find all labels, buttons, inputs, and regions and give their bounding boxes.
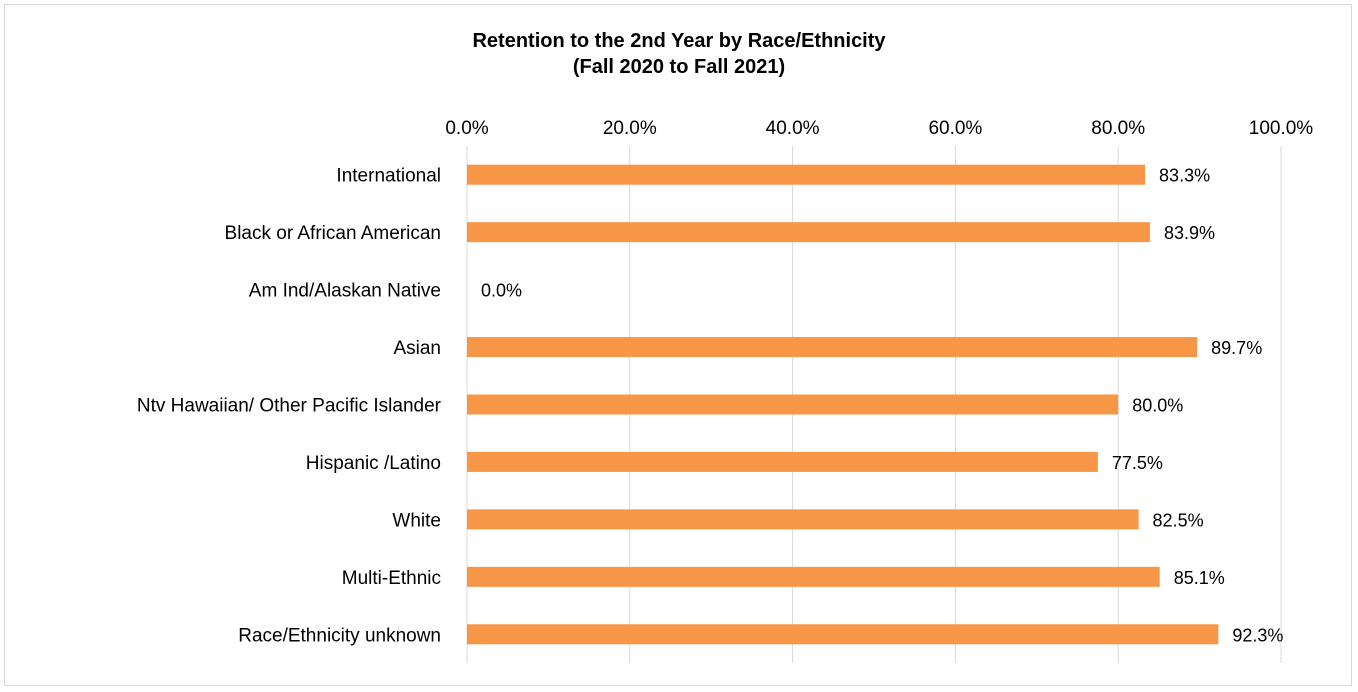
category-label: Ntv Hawaiian/ Other Pacific Islander bbox=[137, 396, 442, 417]
x-tick-label: 60.0% bbox=[928, 118, 982, 139]
category-label: Hispanic /Latino bbox=[306, 453, 441, 474]
data-label: 83.3% bbox=[1159, 166, 1210, 186]
data-labels: 83.3% 83.9% 0.0% 89.7% 80.0% 77.5% 82.5% 85.1% 9… bbox=[481, 166, 1283, 646]
category-label: Race/Ethnicity unknown bbox=[238, 625, 441, 646]
category-labels: International Black or African American Am… bbox=[137, 166, 442, 647]
bar bbox=[467, 566, 1160, 587]
data-label: 80.0% bbox=[1132, 396, 1183, 416]
bar bbox=[467, 509, 1139, 530]
x-axis-ticks: 0.0% 20.0% 40.0% 60.0% 80.0% 100.0% bbox=[445, 118, 1313, 139]
bar bbox=[467, 624, 1219, 645]
bar bbox=[467, 164, 1146, 185]
x-tick-label: 20.0% bbox=[603, 118, 657, 139]
x-tick-label: 80.0% bbox=[1091, 118, 1145, 139]
data-label: 85.1% bbox=[1174, 568, 1225, 588]
category-label: White bbox=[392, 510, 441, 531]
x-tick-label: 100.0% bbox=[1249, 118, 1314, 139]
category-label: Asian bbox=[393, 338, 441, 359]
data-label: 89.7% bbox=[1211, 338, 1262, 358]
x-tick-label: 40.0% bbox=[766, 118, 820, 139]
bar bbox=[467, 337, 1198, 358]
data-label: 0.0% bbox=[481, 281, 522, 301]
chart-subtitle: (Fall 2020 to Fall 2021) bbox=[572, 56, 786, 78]
bar bbox=[467, 394, 1119, 415]
data-label: 82.5% bbox=[1153, 510, 1204, 530]
data-label: 83.9% bbox=[1164, 223, 1215, 243]
bars bbox=[467, 164, 1219, 645]
bar bbox=[467, 451, 1098, 472]
category-label: Black or African American bbox=[225, 223, 441, 244]
bar bbox=[467, 222, 1150, 243]
data-label: 92.3% bbox=[1232, 625, 1283, 645]
x-tick-label: 0.0% bbox=[445, 118, 488, 139]
data-label: 77.5% bbox=[1112, 453, 1163, 473]
category-label: Multi-Ethnic bbox=[342, 568, 441, 589]
chart-title: Retention to the 2nd Year by Race/Ethnic… bbox=[472, 30, 886, 52]
category-label: International bbox=[336, 166, 441, 187]
category-label: Am Ind/Alaskan Native bbox=[249, 281, 441, 302]
